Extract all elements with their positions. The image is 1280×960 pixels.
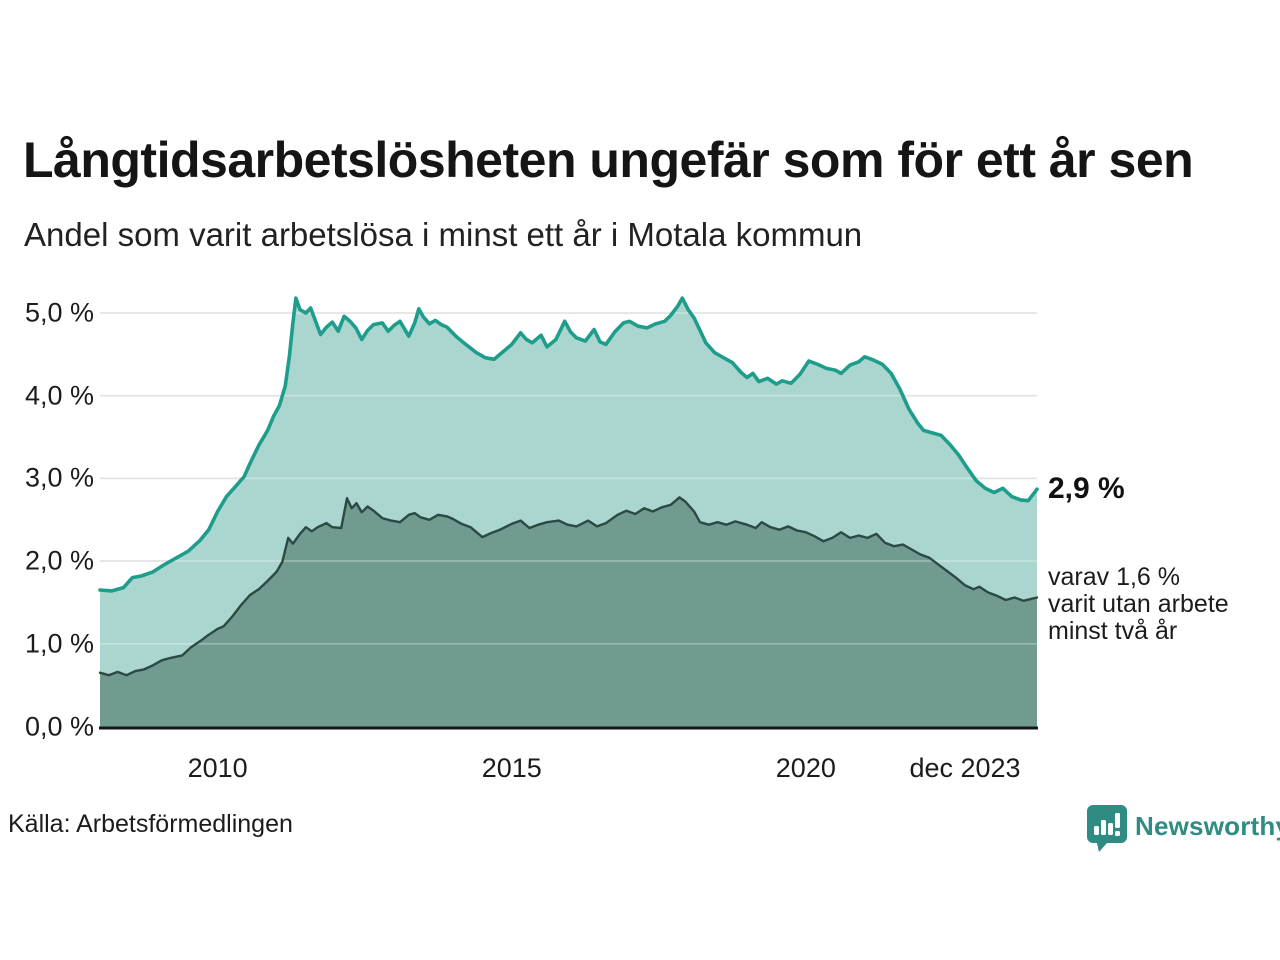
y-tick-label: 4,0 % (24, 380, 94, 411)
x-tick-label: 2015 (481, 753, 542, 783)
newsworthy-wordmark: Newsworthy (1135, 811, 1280, 841)
y-tick-label: 5,0 % (24, 297, 94, 328)
y-tick-label: 0,0 % (24, 711, 94, 741)
annotation-line: minst två år (1048, 617, 1178, 645)
y-tick-label: 1,0 % (24, 628, 94, 659)
newsworthy-bubble-icon (1087, 805, 1127, 852)
annotation-two-years: varav 1,6 % varit utan arbete minst två år (1048, 564, 1229, 645)
annotation-latest-total: 2,9 % (1048, 472, 1125, 505)
page-title: Långtidsarbetslösheten ungefär som för e… (23, 132, 1194, 188)
annotation-line: varav 1,6 % (1048, 563, 1181, 591)
y-tick-label: 2,0 % (24, 545, 94, 576)
x-tick-label: dec 2023 (909, 753, 1021, 783)
y-tick-label: 3,0 % (24, 462, 94, 493)
annotation-line: varit utan arbete (1048, 590, 1229, 618)
source-note: Källa: Arbetsförmedlingen (8, 810, 293, 838)
chart-subtitle: Andel som varit arbetslösa i minst ett å… (24, 216, 863, 253)
newsworthy-logo: Newsworthy (1086, 804, 1280, 854)
x-tick-label: 2020 (775, 753, 836, 783)
x-tick-label: 2010 (187, 753, 248, 783)
